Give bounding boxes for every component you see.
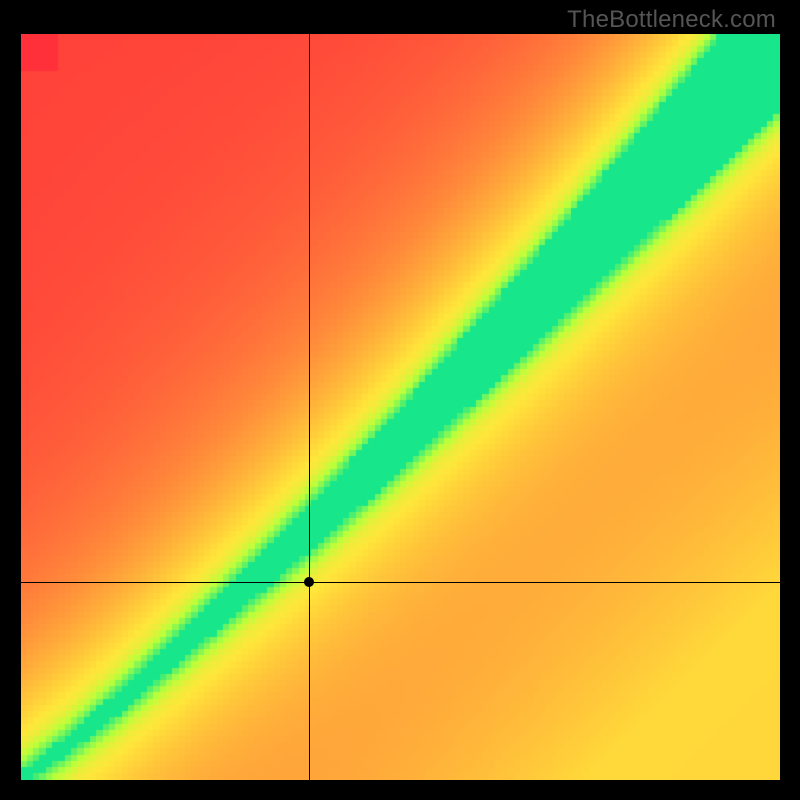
crosshair-horizontal: [21, 582, 780, 583]
heatmap-canvas: [21, 34, 780, 780]
crosshair-vertical: [309, 34, 310, 780]
plot-area: [21, 34, 780, 780]
watermark-text: TheBottleneck.com: [567, 6, 776, 34]
chart-container: TheBottleneck.com: [0, 0, 800, 800]
